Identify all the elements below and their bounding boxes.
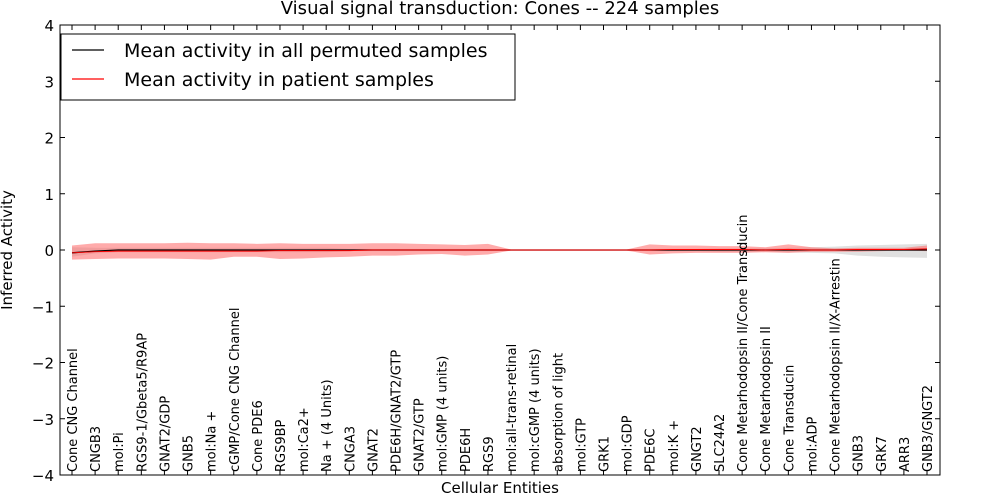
y-tick-label: 3 xyxy=(44,73,54,91)
x-tick-label: PDE6C xyxy=(644,429,659,472)
x-tick-label: Cone Metarhodopsin II xyxy=(759,326,774,472)
x-tick-label: GRK7 xyxy=(875,436,890,472)
y-tick-label: 1 xyxy=(44,186,54,204)
y-tick-label: 4 xyxy=(44,17,54,35)
x-tick-label: Cone CNG Channel xyxy=(66,348,81,472)
y-tick-label: −2 xyxy=(32,355,54,373)
y-tick-label: 0 xyxy=(44,242,54,260)
x-tick-label: GNAT2/GTP xyxy=(413,398,428,472)
series-line-1 xyxy=(71,248,928,254)
x-tick-label: absorption of light xyxy=(551,353,566,472)
series-band-1 xyxy=(72,242,927,260)
x-tick-label: SLC24A2 xyxy=(713,414,728,472)
x-tick-label: CNGB3 xyxy=(89,426,104,472)
x-tick-label: GNGT2 xyxy=(690,426,705,472)
x-tick-label: Cone Transducin xyxy=(782,365,797,472)
legend-box xyxy=(60,33,516,101)
x-tick-label: cGMP/Cone CNG Channel xyxy=(228,308,243,472)
x-tick-label: RGS9-1/Gbeta5/R9AP xyxy=(135,333,150,472)
x-tick-label: GNAT2/GDP xyxy=(158,396,173,472)
x-tick-label: mol:cGMP (4 units) xyxy=(528,348,543,472)
x-tick-label: mol:GDP xyxy=(621,415,636,472)
y-tick-label: −1 xyxy=(32,298,54,316)
x-tick-label: mol:ADP xyxy=(805,416,820,472)
x-tick-label: CNGA3 xyxy=(343,426,358,472)
x-tick-label: GNAT2 xyxy=(366,428,381,472)
y-tick-label: −4 xyxy=(32,467,54,485)
x-tick-label: mol:all-trans-retinal xyxy=(505,344,520,472)
y-axis-label: Inferred Activity xyxy=(0,190,16,310)
x-tick-label: RGS9BP xyxy=(274,419,289,472)
chart-title: Visual signal transduction: Cones -- 224… xyxy=(281,0,719,19)
x-tick-label: mol:GTP xyxy=(574,418,589,472)
x-tick-label: GRK1 xyxy=(597,436,612,472)
legend-label-1: Mean activity in patient samples xyxy=(124,69,434,91)
x-tick-label: mol:Na + xyxy=(205,411,220,472)
x-tick-label: RGS9 xyxy=(482,436,497,472)
x-tick-label: PDE6H xyxy=(459,428,474,472)
x-tick-label: Cone Metarhodopsin II/Cone Transducin xyxy=(736,215,751,473)
y-tick-label: −3 xyxy=(32,411,54,429)
x-tick-label: GNB5 xyxy=(182,435,197,472)
x-tick-label: Cone PDE6 xyxy=(251,400,266,472)
x-tick-label: ARR3 xyxy=(898,437,913,472)
y-tick-label: 2 xyxy=(44,130,54,148)
x-tick-label: GNB3 xyxy=(852,435,867,472)
x-axis-label: Cellular Entities xyxy=(441,479,559,497)
x-tick-label: mol:K + xyxy=(667,420,682,472)
x-tick-label: Na + (4 Units) xyxy=(320,379,335,472)
x-tick-label: Cone Metarhodopsin II/X-Arrestin xyxy=(829,258,844,472)
x-tick-label: PDE6H/GNAT2/GTP xyxy=(390,350,405,472)
x-tick-label: GNB3/GNGT2 xyxy=(921,385,936,472)
x-tick-label: mol:GMP (4 units) xyxy=(436,356,451,472)
x-tick-label: mol:Ca2+ xyxy=(297,407,312,472)
x-tick-label: mol:Pi xyxy=(112,432,127,472)
plot-area: −4 −3 −2 −1 0 1 2 3 4 Cone CNG Channel CNGB3 mol:Pi… xyxy=(32,17,941,485)
legend-label-0: Mean activity in all permuted samples xyxy=(124,40,487,62)
